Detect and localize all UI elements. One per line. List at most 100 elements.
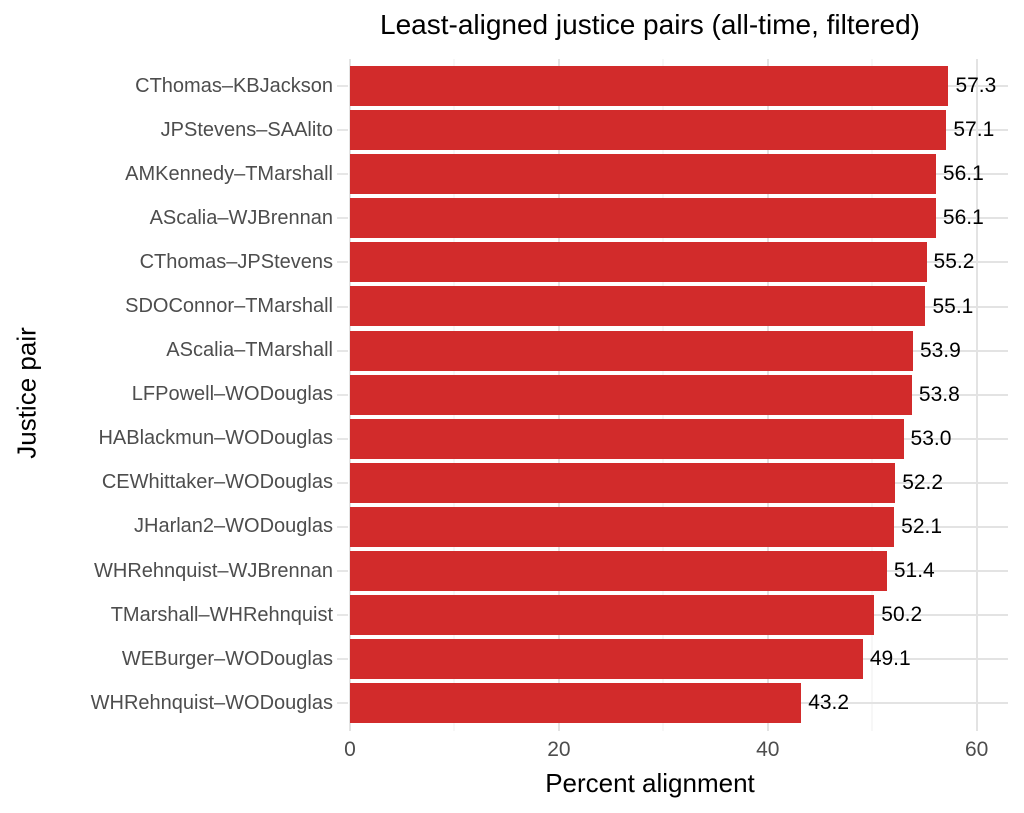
bar bbox=[350, 683, 802, 724]
bar-value-label: 53.8 bbox=[918, 382, 960, 406]
y-label-row: CEWhittaker–WODouglas bbox=[0, 461, 349, 505]
y-tick-label: AScalia–WJBrennan bbox=[149, 206, 333, 229]
y-tick-mark bbox=[337, 702, 348, 705]
bar bbox=[350, 286, 926, 327]
bar bbox=[350, 330, 913, 371]
y-tick-label: HABlackmun–WODouglas bbox=[98, 427, 333, 450]
bar bbox=[350, 418, 904, 459]
y-tick-mark bbox=[337, 658, 348, 661]
y-label-row: JPStevens–SAAlito bbox=[0, 108, 349, 152]
y-label-row: CThomas–KBJackson bbox=[0, 64, 349, 108]
bar-value-label: 56.1 bbox=[942, 162, 984, 186]
bar bbox=[350, 154, 936, 195]
bar-value-label: 43.2 bbox=[808, 691, 850, 715]
y-tick-label: LFPowell–WODouglas bbox=[131, 383, 333, 406]
bar-row: 52.2 bbox=[350, 461, 1008, 505]
y-tick-label: TMarshall–WHRehnquist bbox=[110, 603, 333, 626]
bar-value-label: 51.4 bbox=[893, 559, 935, 583]
bar-row: 57.3 bbox=[350, 64, 1008, 108]
y-label-row: WHRehnquist–WODouglas bbox=[0, 681, 349, 725]
bar bbox=[350, 462, 896, 503]
y-tick-mark bbox=[337, 481, 348, 484]
y-tick-mark bbox=[337, 614, 348, 617]
bar-value-label: 52.1 bbox=[901, 514, 943, 538]
bar bbox=[350, 110, 947, 151]
y-tick-mark bbox=[337, 217, 348, 220]
x-tick: 60 bbox=[965, 731, 988, 762]
bar bbox=[350, 506, 895, 547]
y-tick-label: AScalia–TMarshall bbox=[166, 339, 333, 362]
bar-value-label: 57.1 bbox=[953, 118, 995, 142]
bar-value-label: 52.2 bbox=[902, 470, 944, 494]
bar-value-label: 55.2 bbox=[933, 250, 975, 274]
bar-row: 56.1 bbox=[350, 196, 1008, 240]
y-tick-label: SDOConnor–TMarshall bbox=[125, 295, 333, 318]
x-axis: 0 20 40 60 bbox=[344, 731, 1008, 765]
y-tick-label: WHRehnquist–WJBrennan bbox=[94, 559, 333, 582]
x-tick-label: 40 bbox=[756, 738, 780, 761]
y-tick-label: JHarlan2–WODouglas bbox=[134, 515, 333, 538]
bar bbox=[350, 639, 863, 680]
y-label-row: AScalia–TMarshall bbox=[0, 329, 349, 373]
y-tick-label: JPStevens–SAAlito bbox=[160, 118, 333, 141]
bar-row: 49.1 bbox=[350, 637, 1008, 681]
bar bbox=[350, 198, 936, 239]
bar bbox=[350, 66, 949, 106]
bar bbox=[350, 595, 875, 636]
x-tick: 20 bbox=[547, 731, 570, 762]
y-label-row: TMarshall–WHRehnquist bbox=[0, 593, 349, 637]
bar-value-label: 55.1 bbox=[932, 294, 974, 318]
y-tick-label: CThomas–KBJackson bbox=[135, 74, 333, 97]
y-tick-label: AMKennedy–TMarshall bbox=[125, 162, 333, 185]
y-tick-mark bbox=[337, 393, 348, 396]
y-label-row: SDOConnor–TMarshall bbox=[0, 284, 349, 328]
plot-panel: 57.3 57.1 56.1 56.1 55.2 55.1 53.9 53.8 53.0 52.2… bbox=[349, 59, 1008, 731]
y-tick-mark bbox=[337, 129, 348, 132]
y-tick-label: CThomas–JPStevens bbox=[139, 250, 333, 273]
y-label-row: WHRehnquist–WJBrennan bbox=[0, 549, 349, 593]
bar-row: 57.1 bbox=[350, 108, 1008, 152]
y-label-row: CThomas–JPStevens bbox=[0, 240, 349, 284]
y-tick-mark bbox=[337, 85, 348, 88]
y-label-row: AMKennedy–TMarshall bbox=[0, 152, 349, 196]
chart-title: Least-aligned justice pairs (all-time, f… bbox=[380, 9, 920, 40]
y-tick-mark bbox=[337, 349, 348, 352]
bar-value-label: 56.1 bbox=[942, 206, 984, 230]
y-axis-labels: CThomas–KBJackson JPStevens–SAAlito AMKenn… bbox=[0, 64, 349, 725]
y-label-row: AScalia–WJBrennan bbox=[0, 196, 349, 240]
bar bbox=[350, 374, 912, 415]
bar-row: 53.0 bbox=[350, 417, 1008, 461]
y-tick-mark bbox=[337, 525, 348, 528]
bar-row: 51.4 bbox=[350, 549, 1008, 593]
y-tick-mark bbox=[337, 261, 348, 264]
bar-row: 53.9 bbox=[350, 329, 1008, 373]
bar-row: 56.1 bbox=[350, 152, 1008, 196]
bar-row: 55.2 bbox=[350, 240, 1008, 284]
y-tick-mark bbox=[337, 173, 348, 176]
bar-value-label: 53.9 bbox=[919, 338, 961, 362]
y-label-row: LFPowell–WODouglas bbox=[0, 373, 349, 417]
y-tick-mark bbox=[337, 305, 348, 308]
y-label-row: HABlackmun–WODouglas bbox=[0, 417, 349, 461]
bar bbox=[350, 242, 927, 283]
bar-value-label: 53.0 bbox=[910, 426, 952, 450]
x-tick-label: 20 bbox=[547, 738, 571, 761]
y-tick-label: WHRehnquist–WODouglas bbox=[90, 691, 333, 714]
bar-value-label: 57.3 bbox=[955, 74, 997, 98]
x-axis-title: Percent alignment bbox=[545, 768, 755, 798]
y-label-row: WEBurger–WODouglas bbox=[0, 637, 349, 681]
bar-value-label: 50.2 bbox=[881, 603, 923, 627]
bar-value-label: 49.1 bbox=[869, 647, 911, 671]
bar-row: 55.1 bbox=[350, 284, 1008, 328]
bar bbox=[350, 551, 887, 592]
y-label-row: JHarlan2–WODouglas bbox=[0, 505, 349, 549]
bar-rows: 57.3 57.1 56.1 56.1 55.2 55.1 53.9 53.8 53.0 52.2… bbox=[350, 64, 1008, 725]
x-tick: 0 bbox=[344, 731, 356, 762]
y-tick-mark bbox=[337, 437, 348, 440]
y-tick-mark bbox=[337, 570, 348, 573]
bar-row: 53.8 bbox=[350, 373, 1008, 417]
x-tick: 40 bbox=[756, 731, 779, 762]
y-tick-label: CEWhittaker–WODouglas bbox=[101, 471, 333, 494]
bar-row: 52.1 bbox=[350, 505, 1008, 549]
